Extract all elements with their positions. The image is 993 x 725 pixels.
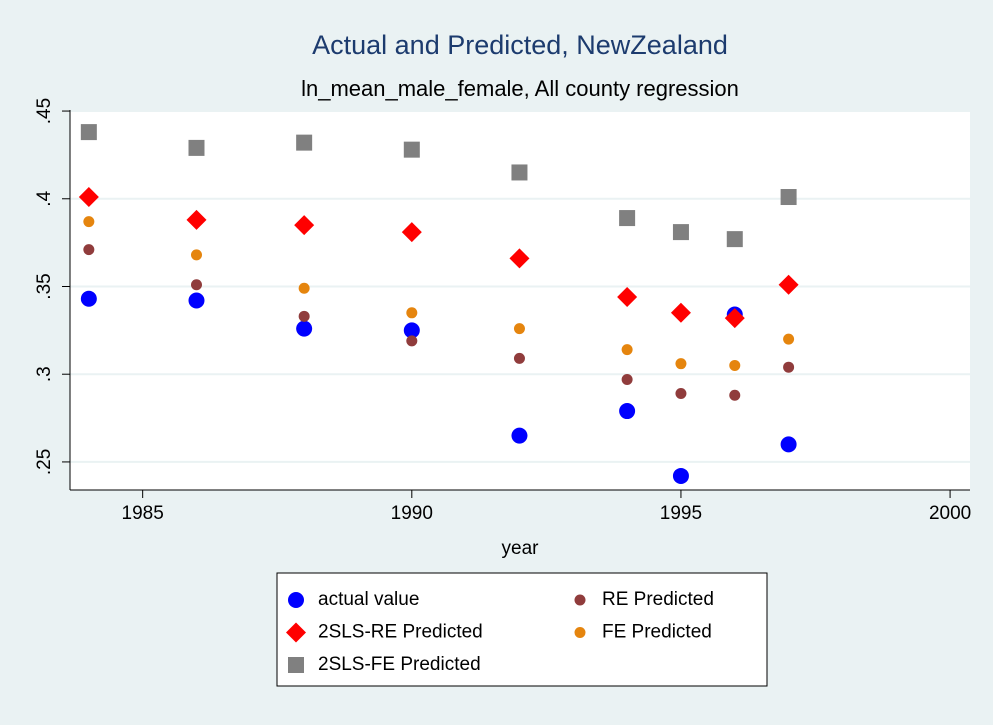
data-point <box>80 290 97 307</box>
data-point <box>406 307 418 319</box>
y-tick-label: .3 <box>34 366 55 382</box>
data-point <box>406 335 418 347</box>
data-point <box>401 222 422 243</box>
data-point <box>675 358 687 370</box>
legend-label: 2SLS-RE Predicted <box>318 622 483 643</box>
data-point <box>513 352 525 364</box>
legend-marker <box>574 594 586 606</box>
data-point <box>621 373 633 385</box>
data-point <box>780 189 797 206</box>
data-point <box>619 403 636 420</box>
data-point <box>675 388 687 400</box>
data-point <box>296 320 313 337</box>
data-point <box>188 139 205 156</box>
y-tick-label: .25 <box>34 449 55 475</box>
legend-label: 2SLS-FE Predicted <box>318 654 481 675</box>
data-point <box>298 282 310 294</box>
data-point <box>617 287 638 308</box>
y-tick-label: .35 <box>34 273 55 299</box>
x-tick-label: 2000 <box>929 503 971 524</box>
data-point <box>403 322 420 339</box>
data-point <box>190 249 202 261</box>
data-point <box>294 215 315 236</box>
legend-label: actual value <box>318 589 419 610</box>
data-point <box>80 124 97 141</box>
data-point <box>190 279 202 291</box>
data-point <box>403 141 420 158</box>
data-point <box>672 467 689 484</box>
data-point <box>783 361 795 373</box>
data-point <box>778 274 799 295</box>
chart-title: Actual and Predicted, NewZealand <box>312 30 728 60</box>
data-point <box>729 389 741 401</box>
y-tick-label: .45 <box>34 98 55 124</box>
chart-subtitle: ln_mean_male_female, All county regressi… <box>301 76 739 101</box>
legend <box>276 572 768 687</box>
legend-marker <box>574 627 586 638</box>
data-point <box>729 359 741 371</box>
data-point <box>670 302 691 323</box>
data-point <box>724 308 745 329</box>
data-point <box>296 134 313 151</box>
data-point <box>726 231 743 248</box>
data-point <box>672 224 689 241</box>
data-point <box>509 248 530 269</box>
data-point <box>188 292 205 309</box>
x-tick-label: 1990 <box>391 503 433 524</box>
y-tick-label: .4 <box>34 190 55 206</box>
data-point <box>511 164 528 181</box>
legend-marker <box>286 622 306 643</box>
legend-marker <box>288 657 304 673</box>
data-point <box>83 216 95 228</box>
data-point <box>186 209 207 230</box>
x-axis-label: year <box>502 538 540 559</box>
data-point <box>83 244 95 256</box>
data-point <box>780 436 797 453</box>
data-point <box>619 210 636 227</box>
legend-label: RE Predicted <box>602 589 714 610</box>
data-point <box>298 310 310 322</box>
legend-marker <box>288 592 304 608</box>
data-point <box>783 333 795 345</box>
legend-label: FE Predicted <box>602 622 712 643</box>
data-point <box>78 187 99 208</box>
data-point <box>621 344 633 356</box>
data-point <box>511 427 528 444</box>
x-tick-label: 1995 <box>660 503 702 524</box>
data-point <box>513 323 525 335</box>
x-tick-label: 1985 <box>122 503 164 524</box>
